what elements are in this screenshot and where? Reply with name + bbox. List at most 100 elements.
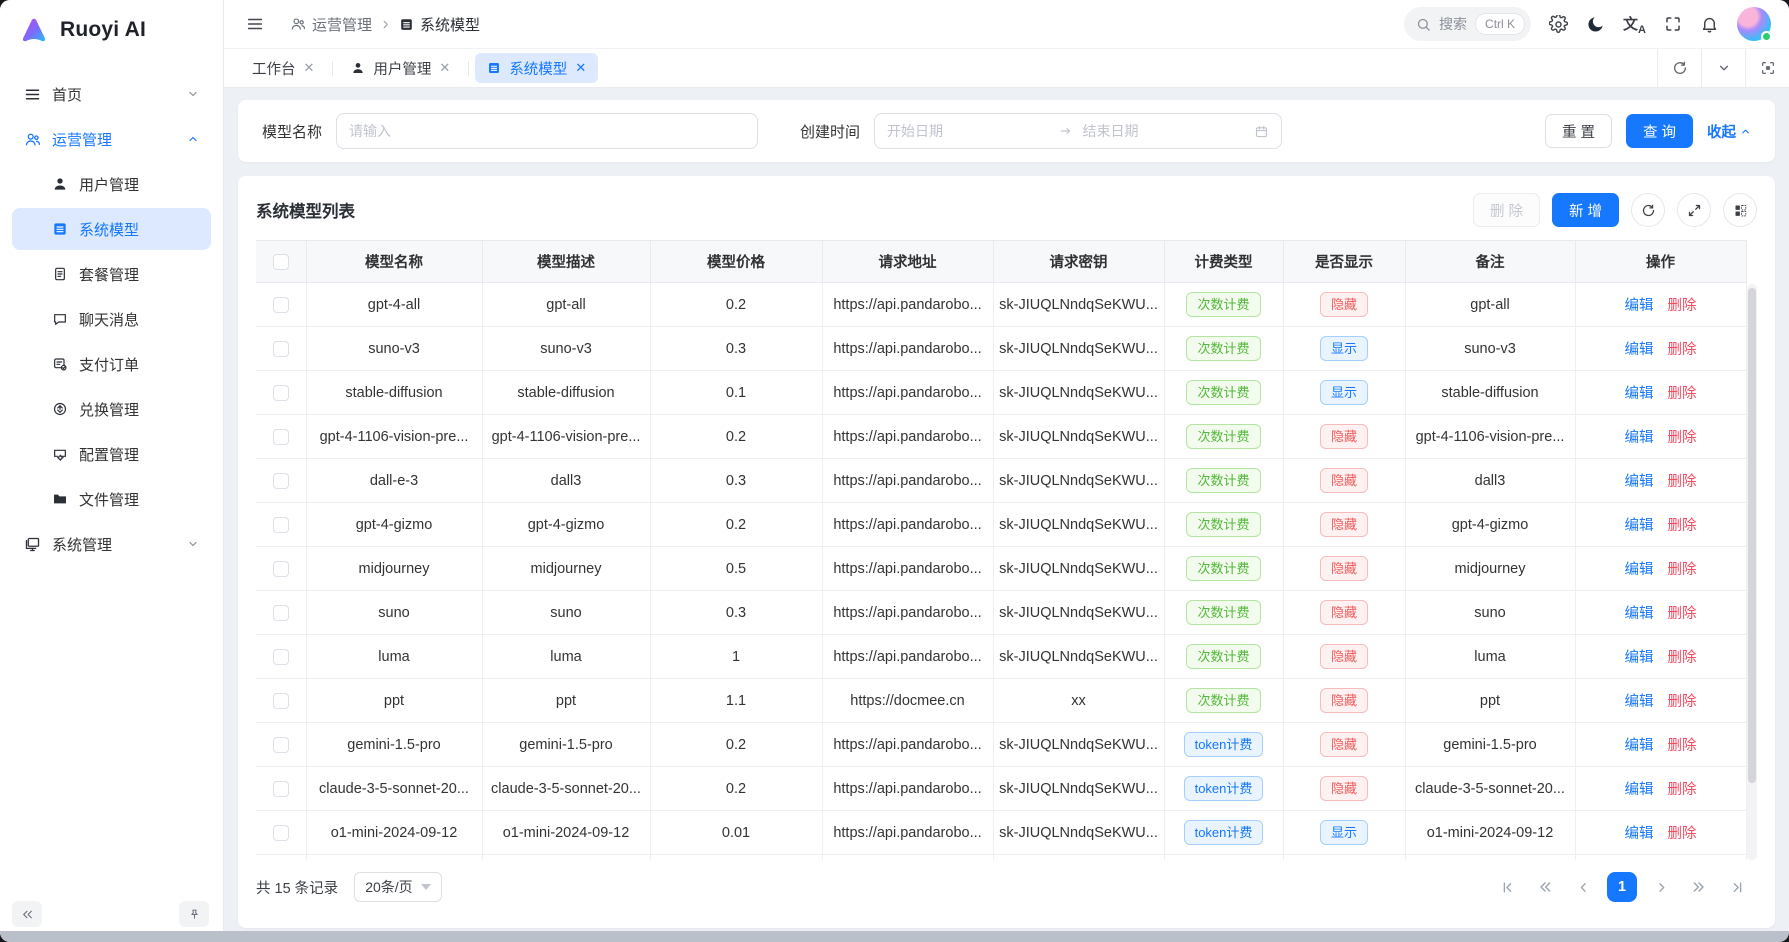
refresh-icon[interactable] (1657, 49, 1701, 87)
delete-link[interactable]: 删除 (1667, 738, 1697, 754)
breadcrumb-operations[interactable]: 运营管理 (290, 14, 372, 35)
tab-system-models[interactable]: 系统模型 ✕ (475, 53, 599, 83)
scrollbar-thumb[interactable] (1748, 288, 1756, 784)
select-all-checkbox[interactable] (272, 253, 289, 270)
first-page-button[interactable] (1493, 873, 1521, 901)
fullscreen-icon[interactable] (1664, 15, 1682, 33)
delete-link[interactable]: 删除 (1667, 826, 1697, 842)
row-checkbox[interactable] (272, 516, 289, 533)
pin-icon[interactable] (179, 901, 209, 927)
delete-link[interactable]: 删除 (1667, 518, 1697, 534)
cell-model-desc: o1-mini-2024-09-12 (481, 810, 651, 855)
prev-page-button[interactable] (1569, 873, 1597, 901)
edit-link[interactable]: 编辑 (1624, 738, 1654, 754)
close-icon[interactable]: ✕ (439, 60, 451, 75)
global-search[interactable]: 搜索 Ctrl K (1404, 7, 1532, 41)
language-translate-icon[interactable]: 文A (1623, 15, 1646, 36)
maximize-content-icon[interactable] (1745, 49, 1789, 87)
delete-button[interactable]: 删 除 (1472, 193, 1540, 227)
sidebar-item-operations[interactable]: 运营管理 (12, 118, 211, 160)
delete-link[interactable]: 删除 (1667, 298, 1697, 314)
billing-type-badge: 次数计费 (1186, 599, 1261, 626)
avatar[interactable] (1737, 7, 1772, 42)
edit-link[interactable]: 编辑 (1624, 518, 1654, 534)
cell-actions: 编辑删除 (1574, 722, 1747, 767)
delete-link[interactable]: 删除 (1667, 782, 1697, 798)
back-five-pages-button[interactable] (1531, 873, 1559, 901)
close-icon[interactable]: ✕ (303, 60, 315, 75)
refresh-table-icon[interactable] (1631, 193, 1665, 227)
system-model-table: 模型名称 模型描述 模型价格 请求地址 请求密钥 计费类型 是否显示 备注 操作 (256, 240, 1747, 860)
edit-link[interactable]: 编辑 (1624, 386, 1654, 402)
sidebar-item-config-management[interactable]: 配置管理 (12, 433, 211, 475)
row-checkbox[interactable] (272, 560, 289, 577)
chevron-down-icon[interactable] (1701, 49, 1745, 87)
edit-link[interactable]: 编辑 (1624, 298, 1654, 314)
add-button[interactable]: 新 增 (1551, 193, 1619, 227)
table-body: gpt-4-all gpt-all 0.2 https://api.pandar… (256, 282, 1747, 860)
row-checkbox[interactable] (272, 472, 289, 489)
sidebar-item-system-management[interactable]: 系统管理 (12, 523, 211, 565)
table-scrollbar[interactable] (1747, 284, 1757, 860)
collapse-filter-link[interactable]: 收起 (1707, 121, 1751, 142)
row-checkbox[interactable] (272, 384, 289, 401)
delete-link[interactable]: 删除 (1667, 606, 1697, 622)
delete-link[interactable]: 删除 (1667, 342, 1697, 358)
delete-link[interactable]: 删除 (1667, 430, 1697, 446)
dark-mode-moon-icon[interactable] (1586, 15, 1605, 34)
delete-link[interactable]: 删除 (1667, 474, 1697, 490)
edit-link[interactable]: 编辑 (1624, 562, 1654, 578)
cell-request-url: https://api.pandarobo... (821, 634, 994, 679)
row-checkbox[interactable] (272, 780, 289, 797)
delete-link[interactable]: 删除 (1667, 562, 1697, 578)
sidebar-item-chat-messages[interactable]: 聊天消息 (12, 298, 211, 340)
forward-five-pages-button[interactable] (1685, 873, 1713, 901)
delete-link[interactable]: 删除 (1667, 694, 1697, 710)
search-button[interactable]: 查 询 (1625, 114, 1693, 148)
model-name-input[interactable] (336, 113, 759, 149)
close-icon[interactable]: ✕ (575, 60, 587, 75)
delete-link[interactable]: 删除 (1667, 650, 1697, 666)
collapse-menu-icon[interactable] (246, 15, 264, 33)
page-size-select[interactable]: 20条/页 (354, 872, 442, 902)
delete-link[interactable]: 删除 (1667, 386, 1697, 402)
edit-link[interactable]: 编辑 (1624, 606, 1654, 622)
edit-link[interactable]: 编辑 (1624, 694, 1654, 710)
row-checkbox[interactable] (272, 648, 289, 665)
sidebar-item-payment-orders[interactable]: 支付订单 (12, 343, 211, 385)
edit-link[interactable]: 编辑 (1624, 474, 1654, 490)
column-settings-icon[interactable] (1723, 193, 1757, 227)
edit-link[interactable]: 编辑 (1624, 430, 1654, 446)
edit-link[interactable]: 编辑 (1624, 650, 1654, 666)
sidebar-item-system-models[interactable]: 系统模型 (12, 208, 211, 250)
sidebar-item-file-management[interactable]: 文件管理 (12, 478, 211, 520)
edit-link[interactable]: 编辑 (1624, 342, 1654, 358)
cell-request-key: sk-JIUQLNndqSeKWU... (992, 546, 1165, 591)
sidebar-collapse-button[interactable] (12, 901, 42, 927)
brand[interactable]: Ruoyi AI (0, 0, 223, 56)
breadcrumb-system-models[interactable]: 系统模型 (399, 14, 480, 35)
row-checkbox[interactable] (272, 428, 289, 445)
sidebar-item-home[interactable]: 首页 (12, 73, 211, 115)
date-range-picker[interactable]: 开始日期 结束日期 (874, 113, 1283, 149)
bell-icon[interactable] (1700, 15, 1719, 34)
current-page[interactable]: 1 (1607, 872, 1637, 902)
tab-workbench[interactable]: 工作台 ✕ (240, 53, 326, 83)
reset-button[interactable]: 重 置 (1544, 114, 1612, 148)
tab-user-management[interactable]: 用户管理 ✕ (339, 53, 462, 83)
row-checkbox[interactable] (272, 692, 289, 709)
row-checkbox[interactable] (272, 824, 289, 841)
row-checkbox[interactable] (272, 340, 289, 357)
gear-icon[interactable] (1549, 14, 1569, 34)
row-checkbox[interactable] (272, 736, 289, 753)
sidebar-item-package-management[interactable]: 套餐管理 (12, 253, 211, 295)
edit-link[interactable]: 编辑 (1624, 826, 1654, 842)
expand-table-icon[interactable] (1677, 193, 1711, 227)
sidebar-item-exchange-management[interactable]: 兑换管理 (12, 388, 211, 430)
edit-link[interactable]: 编辑 (1624, 782, 1654, 798)
last-page-button[interactable] (1723, 873, 1751, 901)
row-checkbox[interactable] (272, 296, 289, 313)
sidebar-item-user-management[interactable]: 用户管理 (12, 163, 211, 205)
row-checkbox[interactable] (272, 604, 289, 621)
next-page-button[interactable] (1647, 873, 1675, 901)
